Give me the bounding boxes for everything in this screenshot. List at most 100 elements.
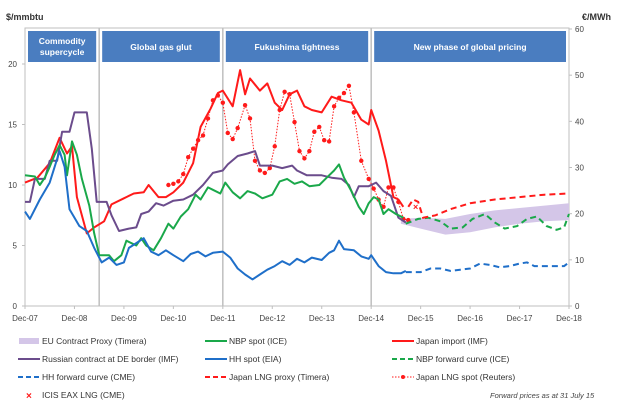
y-tick-label-left: 15 <box>8 121 17 130</box>
y-tick-label-left: 5 <box>13 242 18 251</box>
legend-item: NBP spot (ICE) <box>205 336 287 346</box>
period-header-band <box>28 31 97 62</box>
data-point <box>322 138 327 143</box>
legend-label: HH forward curve (CME) <box>42 372 136 382</box>
series-hh-spot-eia <box>24 150 407 281</box>
period-header-band <box>374 31 566 62</box>
legend-item: Japan import (IMF) <box>392 336 488 346</box>
series-japan-import-imf <box>24 69 405 235</box>
legend-item: Japan LNG spot (Reuters) <box>392 372 515 382</box>
marker-icis-eax-lng-cme: × <box>413 202 418 212</box>
data-point <box>210 98 216 103</box>
data-point <box>267 165 272 171</box>
data-point <box>247 116 253 121</box>
y-tick-label-right: 60 <box>575 25 584 34</box>
x-tick-label: Dec-10 <box>160 314 186 323</box>
y-tick-label-left: 0 <box>13 302 18 311</box>
x-tick-label: Dec-18 <box>556 314 582 323</box>
legend-item: × ICIS EAX LNG (CME) <box>18 390 125 400</box>
legend-swatch <box>392 375 414 379</box>
data-point <box>292 119 297 125</box>
series-nbp-forward-curve-ice <box>405 212 570 231</box>
data-point <box>181 171 186 177</box>
period-label: New phase of global pricing <box>414 42 527 52</box>
series-japan-lng-proxy-timera <box>407 192 570 219</box>
x-tick-label: Dec-07 <box>12 314 38 323</box>
data-point <box>326 139 332 144</box>
data-point <box>230 136 235 142</box>
x-tick-label: Dec-13 <box>309 314 335 323</box>
series-nbp-spot-ice <box>24 140 404 263</box>
data-point <box>205 116 211 121</box>
legend-label: HH spot (EIA) <box>229 354 282 364</box>
left-axis-unit: $/mmbtu <box>6 12 44 22</box>
series-line <box>405 212 570 231</box>
legend-item: EU Contract Proxy (Timera) <box>18 336 147 346</box>
x-tick-label: Dec-09 <box>111 314 137 323</box>
period-header-band <box>102 31 220 62</box>
y-tick-label-right: 20 <box>575 210 584 219</box>
series-line <box>405 261 570 274</box>
legend-item: Russian contract at DE border (IMF) <box>18 354 179 364</box>
x-tick-label: Dec-12 <box>259 314 285 323</box>
legend-swatch <box>392 340 414 342</box>
data-point <box>235 125 240 131</box>
series-line <box>24 140 404 263</box>
legend-item: NBP forward curve (ICE) <box>392 354 509 364</box>
data-point <box>396 199 401 205</box>
y-tick-label-left: 10 <box>8 181 17 190</box>
data-point <box>359 158 364 163</box>
y-tick-label-right: 40 <box>575 117 584 126</box>
data-point <box>406 217 411 223</box>
x-tick-label: Dec-11 <box>210 314 236 323</box>
series-hh-forward-curve-cme <box>405 261 570 274</box>
legend-item: HH forward curve (CME) <box>18 372 135 382</box>
data-point <box>166 182 171 188</box>
legend-label: NBP forward curve (ICE) <box>416 354 510 364</box>
svg-text:×: × <box>26 391 32 400</box>
data-point <box>312 129 317 134</box>
data-point <box>215 93 221 98</box>
y-tick-label-right: 10 <box>575 256 584 265</box>
x-tick-label: Dec-16 <box>457 314 483 323</box>
data-point <box>200 133 206 138</box>
data-point <box>297 148 302 154</box>
data-point <box>242 102 248 108</box>
data-point <box>346 83 352 88</box>
legend-item: Japan LNG proxy (Timera) <box>205 372 329 382</box>
data-point <box>176 179 181 184</box>
legend-label: Russian contract at DE border (IMF) <box>42 354 179 364</box>
series-eu-contract-proxy-timera <box>400 203 569 235</box>
y-tick-label-right: 30 <box>575 164 584 173</box>
y-tick-label-right: 0 <box>575 302 580 311</box>
data-point <box>282 89 287 95</box>
data-point <box>220 100 226 105</box>
series-line <box>24 69 405 235</box>
period-header-band <box>225 31 369 62</box>
x-tick-label: Dec-15 <box>408 314 434 323</box>
data-point <box>257 168 263 173</box>
legend-swatch <box>205 340 227 342</box>
x-tick-label: Dec-08 <box>62 314 88 323</box>
series-line <box>24 150 407 281</box>
data-point <box>371 186 376 191</box>
legend-item: HH spot (EIA) <box>205 354 281 364</box>
y-tick-label-left: 20 <box>8 60 17 69</box>
data-point <box>331 104 337 109</box>
legend-label: Japan LNG proxy (Timera) <box>229 372 330 382</box>
data-point <box>317 124 322 130</box>
data-point <box>391 185 396 190</box>
data-point <box>307 148 312 154</box>
data-point <box>190 146 196 151</box>
data-point <box>302 156 307 161</box>
legend-swatch <box>205 358 227 360</box>
period-label: Fukushima tightness <box>254 42 339 52</box>
right-axis-unit: €/MWh <box>582 12 611 22</box>
data-point <box>171 181 176 186</box>
legend-swatch <box>18 376 40 378</box>
data-point <box>195 138 201 143</box>
data-point <box>186 154 191 160</box>
y-tick-label-right: 50 <box>575 71 584 80</box>
legend-label: EU Contract Proxy (Timera) <box>42 336 147 346</box>
forward-prices-note: Forward prices as at 31 July 15 <box>490 391 595 400</box>
